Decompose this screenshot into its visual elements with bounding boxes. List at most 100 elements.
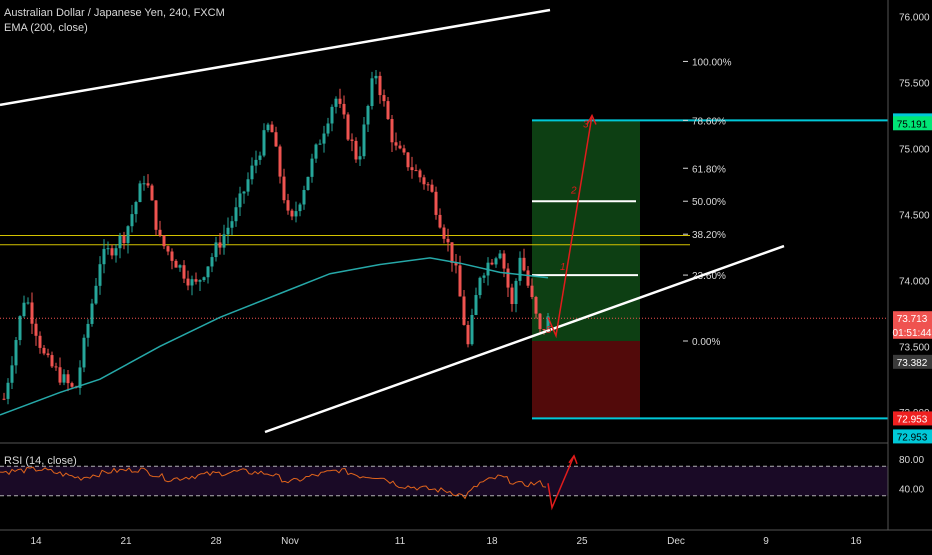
candle-body <box>210 257 214 267</box>
y-tick-label: 75.000 <box>899 144 930 155</box>
candle-body <box>282 176 286 201</box>
candle <box>326 117 330 137</box>
candle-body <box>18 316 22 341</box>
candle-body <box>510 287 514 304</box>
candle <box>414 164 418 172</box>
candle <box>282 168 286 204</box>
x-tick-label: 25 <box>576 536 588 547</box>
candle <box>510 283 514 312</box>
candle <box>498 250 502 260</box>
candle-body <box>38 335 42 348</box>
price-badge[interactable]: 73.382 <box>893 354 932 369</box>
candle-body <box>82 337 86 368</box>
candle-body <box>254 159 258 166</box>
candle <box>146 174 150 188</box>
candle-body <box>46 353 50 356</box>
candle <box>82 334 86 373</box>
candle-body <box>506 268 510 288</box>
candle-body <box>190 279 194 286</box>
candle-body <box>142 183 146 185</box>
candle <box>194 272 198 285</box>
candle-body <box>198 280 202 282</box>
candle-body <box>522 257 526 271</box>
x-tick-label: 16 <box>850 536 862 547</box>
price-badge-label: 73.382 <box>897 358 928 369</box>
candle <box>266 122 270 133</box>
candle-body <box>370 78 374 107</box>
wave-label-5: 5 <box>546 325 552 336</box>
candle-body <box>30 302 34 324</box>
candle <box>310 153 314 183</box>
candle-body <box>170 251 174 261</box>
candle <box>190 275 194 296</box>
candle <box>22 295 26 318</box>
candle <box>118 232 122 259</box>
price-badge[interactable]: 72.953 <box>893 411 932 426</box>
candle-body <box>130 214 134 227</box>
candle <box>106 241 110 255</box>
candle <box>522 248 526 272</box>
candle <box>398 140 402 150</box>
candle-body <box>538 313 542 330</box>
candle <box>226 217 230 244</box>
candle-body <box>122 235 126 244</box>
x-tick-label: Nov <box>281 536 299 547</box>
price-badge[interactable]: 01:51:44 <box>893 324 932 339</box>
candle-body <box>70 383 74 387</box>
candle <box>46 348 50 358</box>
candle <box>174 259 178 268</box>
candle <box>126 225 130 254</box>
candle <box>494 256 498 268</box>
chart-title: Australian Dollar / Japanese Yen, 240, F… <box>4 7 225 19</box>
candle-body <box>334 98 338 107</box>
wave-path <box>547 115 593 339</box>
y-tick-label: 75.500 <box>899 79 930 90</box>
candle-body <box>326 123 330 134</box>
rsi-label: RSI (14, close) <box>4 455 77 467</box>
candle <box>114 244 118 263</box>
candle-body <box>526 270 530 286</box>
candle <box>10 356 14 389</box>
candle <box>62 369 66 386</box>
candle-body <box>394 142 398 146</box>
candle-body <box>126 226 130 244</box>
candle <box>306 176 310 191</box>
candle <box>166 245 170 256</box>
candle <box>518 251 522 286</box>
candle <box>406 151 410 171</box>
candle-body <box>202 277 206 281</box>
fib-label-23-60pct: 23.60% <box>692 271 726 282</box>
y-tick-label: 74.000 <box>899 276 930 287</box>
candle-body <box>498 253 502 259</box>
candle <box>274 126 278 147</box>
candle <box>270 121 274 133</box>
candle-body <box>238 193 242 208</box>
candle-body <box>382 95 386 102</box>
candle-body <box>146 183 150 186</box>
candle <box>66 370 70 392</box>
candle-body <box>34 323 38 336</box>
candle-body <box>58 367 62 383</box>
candle-body <box>418 170 422 178</box>
candle <box>322 125 326 153</box>
price-badge[interactable]: 73.713 <box>893 311 932 326</box>
candle-body <box>338 98 342 104</box>
candle <box>50 351 54 369</box>
upper-channel-line <box>0 8 551 107</box>
x-tick-label: 18 <box>486 536 498 547</box>
candle-body <box>354 140 358 160</box>
rsi-band <box>0 466 888 496</box>
price-badge[interactable]: 75.191 <box>893 116 932 131</box>
candle-body <box>78 367 82 388</box>
candle-body <box>534 297 538 314</box>
candle-body <box>26 302 30 304</box>
candle-body <box>62 374 66 383</box>
price-badge[interactable]: 72.953 <box>893 429 932 444</box>
candle <box>362 117 366 160</box>
candle <box>170 248 174 270</box>
candle-body <box>490 262 494 265</box>
candle <box>442 224 446 244</box>
fib-label-100-00pct: 100.00% <box>692 57 732 68</box>
